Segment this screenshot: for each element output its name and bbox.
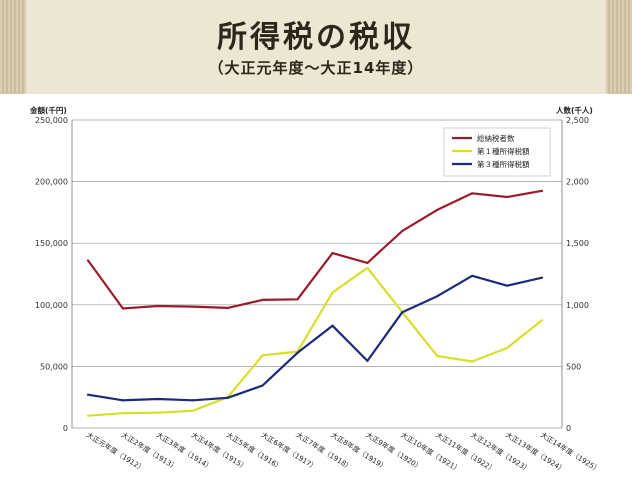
data-point	[366, 266, 369, 269]
data-point	[296, 351, 299, 354]
data-point	[505, 284, 509, 287]
right-axis-label: 人数(千人)	[556, 105, 593, 115]
data-point	[331, 251, 334, 255]
legend-label: 第３種所得税額	[477, 159, 530, 169]
data-point	[540, 276, 544, 279]
data-point	[471, 274, 474, 277]
banner-right-pattern	[606, 0, 632, 94]
title-banner: 所得税の税収 （大正元年度〜大正14年度）	[0, 0, 632, 94]
data-point	[191, 399, 194, 402]
grid-layer	[72, 119, 562, 429]
left-axis-label: 金額(千円)	[29, 105, 67, 115]
right-tick-label: 2,500	[566, 116, 589, 125]
banner-left-pattern	[0, 0, 26, 94]
x-tick-label: 大正元年度（1912）	[85, 430, 146, 473]
data-point	[121, 412, 125, 415]
line-chart: 金額(千円) 人数(千人) 0 50,000 100,000 150,000 200,0…	[29, 105, 602, 474]
page-subtitle: （大正元年度〜大正14年度）	[208, 59, 424, 77]
series-layer	[86, 189, 544, 417]
data-point	[471, 192, 474, 195]
right-tick-label: 1,500	[566, 239, 589, 248]
left-tick-label: 250,000	[35, 116, 68, 125]
data-point	[366, 359, 369, 362]
legend-label: 総納税者数	[477, 133, 515, 143]
x-tick-label: 大正12年度（1923）	[469, 430, 532, 474]
data-point	[156, 304, 159, 308]
series-line	[87, 266, 543, 417]
data-point	[226, 306, 229, 309]
x-tick-label: 大正13年度（1924）	[504, 430, 567, 474]
x-tick-label: 大正6年度（1917）	[260, 430, 319, 472]
left-tick-label: 200,000	[35, 178, 68, 187]
data-point	[471, 360, 474, 363]
data-point	[540, 189, 544, 192]
data-point	[331, 291, 334, 294]
x-tick-label: 大正11年度（1922）	[434, 430, 497, 474]
page-title: 所得税の税収	[217, 20, 415, 55]
data-point	[86, 393, 90, 396]
legend-label: 第１種所得税額	[477, 146, 530, 156]
data-point	[401, 229, 404, 232]
data-point	[505, 195, 509, 199]
data-point	[296, 298, 299, 301]
x-tick-label: 大正4年度（1915）	[190, 430, 249, 472]
data-point	[86, 259, 90, 262]
data-point	[226, 396, 229, 399]
data-point	[366, 261, 369, 265]
x-tick-label: 大正7年度（1918）	[294, 430, 353, 472]
data-point	[191, 409, 194, 412]
x-tick-label: 大正9年度（1920）	[364, 430, 423, 472]
data-point	[156, 397, 159, 401]
data-point	[401, 311, 404, 314]
data-point	[540, 319, 544, 322]
data-point	[191, 305, 194, 308]
data-point	[121, 307, 125, 310]
data-point	[505, 346, 509, 350]
left-tick-label: 100,000	[35, 301, 68, 310]
data-point	[436, 354, 439, 358]
right-tick-label: 0	[566, 424, 571, 433]
data-point	[121, 399, 125, 402]
data-point	[156, 411, 159, 414]
x-tick-label: 大正14年度（1925）	[539, 430, 602, 474]
x-tick-label: 大正2年度（1913）	[120, 430, 179, 472]
data-point	[261, 354, 264, 357]
series-line	[87, 274, 543, 402]
x-tick-label: 大正5年度（1916）	[225, 430, 284, 472]
x-tick-label: 大正10年度（1921）	[399, 430, 462, 474]
data-point	[261, 384, 264, 387]
left-tick-label: 150,000	[35, 239, 68, 248]
data-point	[436, 208, 439, 212]
data-point	[331, 324, 334, 327]
right-tick-label: 500	[566, 362, 581, 371]
x-tick-label: 大正3年度（1914）	[155, 430, 214, 472]
x-tick-label: 大正8年度（1919）	[329, 430, 388, 472]
right-tick-label: 1,000	[566, 301, 589, 310]
series-line	[87, 189, 543, 310]
left-tick-label: 50,000	[40, 362, 68, 371]
data-point	[86, 414, 90, 417]
data-point	[261, 298, 264, 301]
data-point	[436, 295, 439, 298]
left-tick-label: 0	[63, 424, 68, 433]
right-tick-label: 2,000	[566, 178, 589, 187]
